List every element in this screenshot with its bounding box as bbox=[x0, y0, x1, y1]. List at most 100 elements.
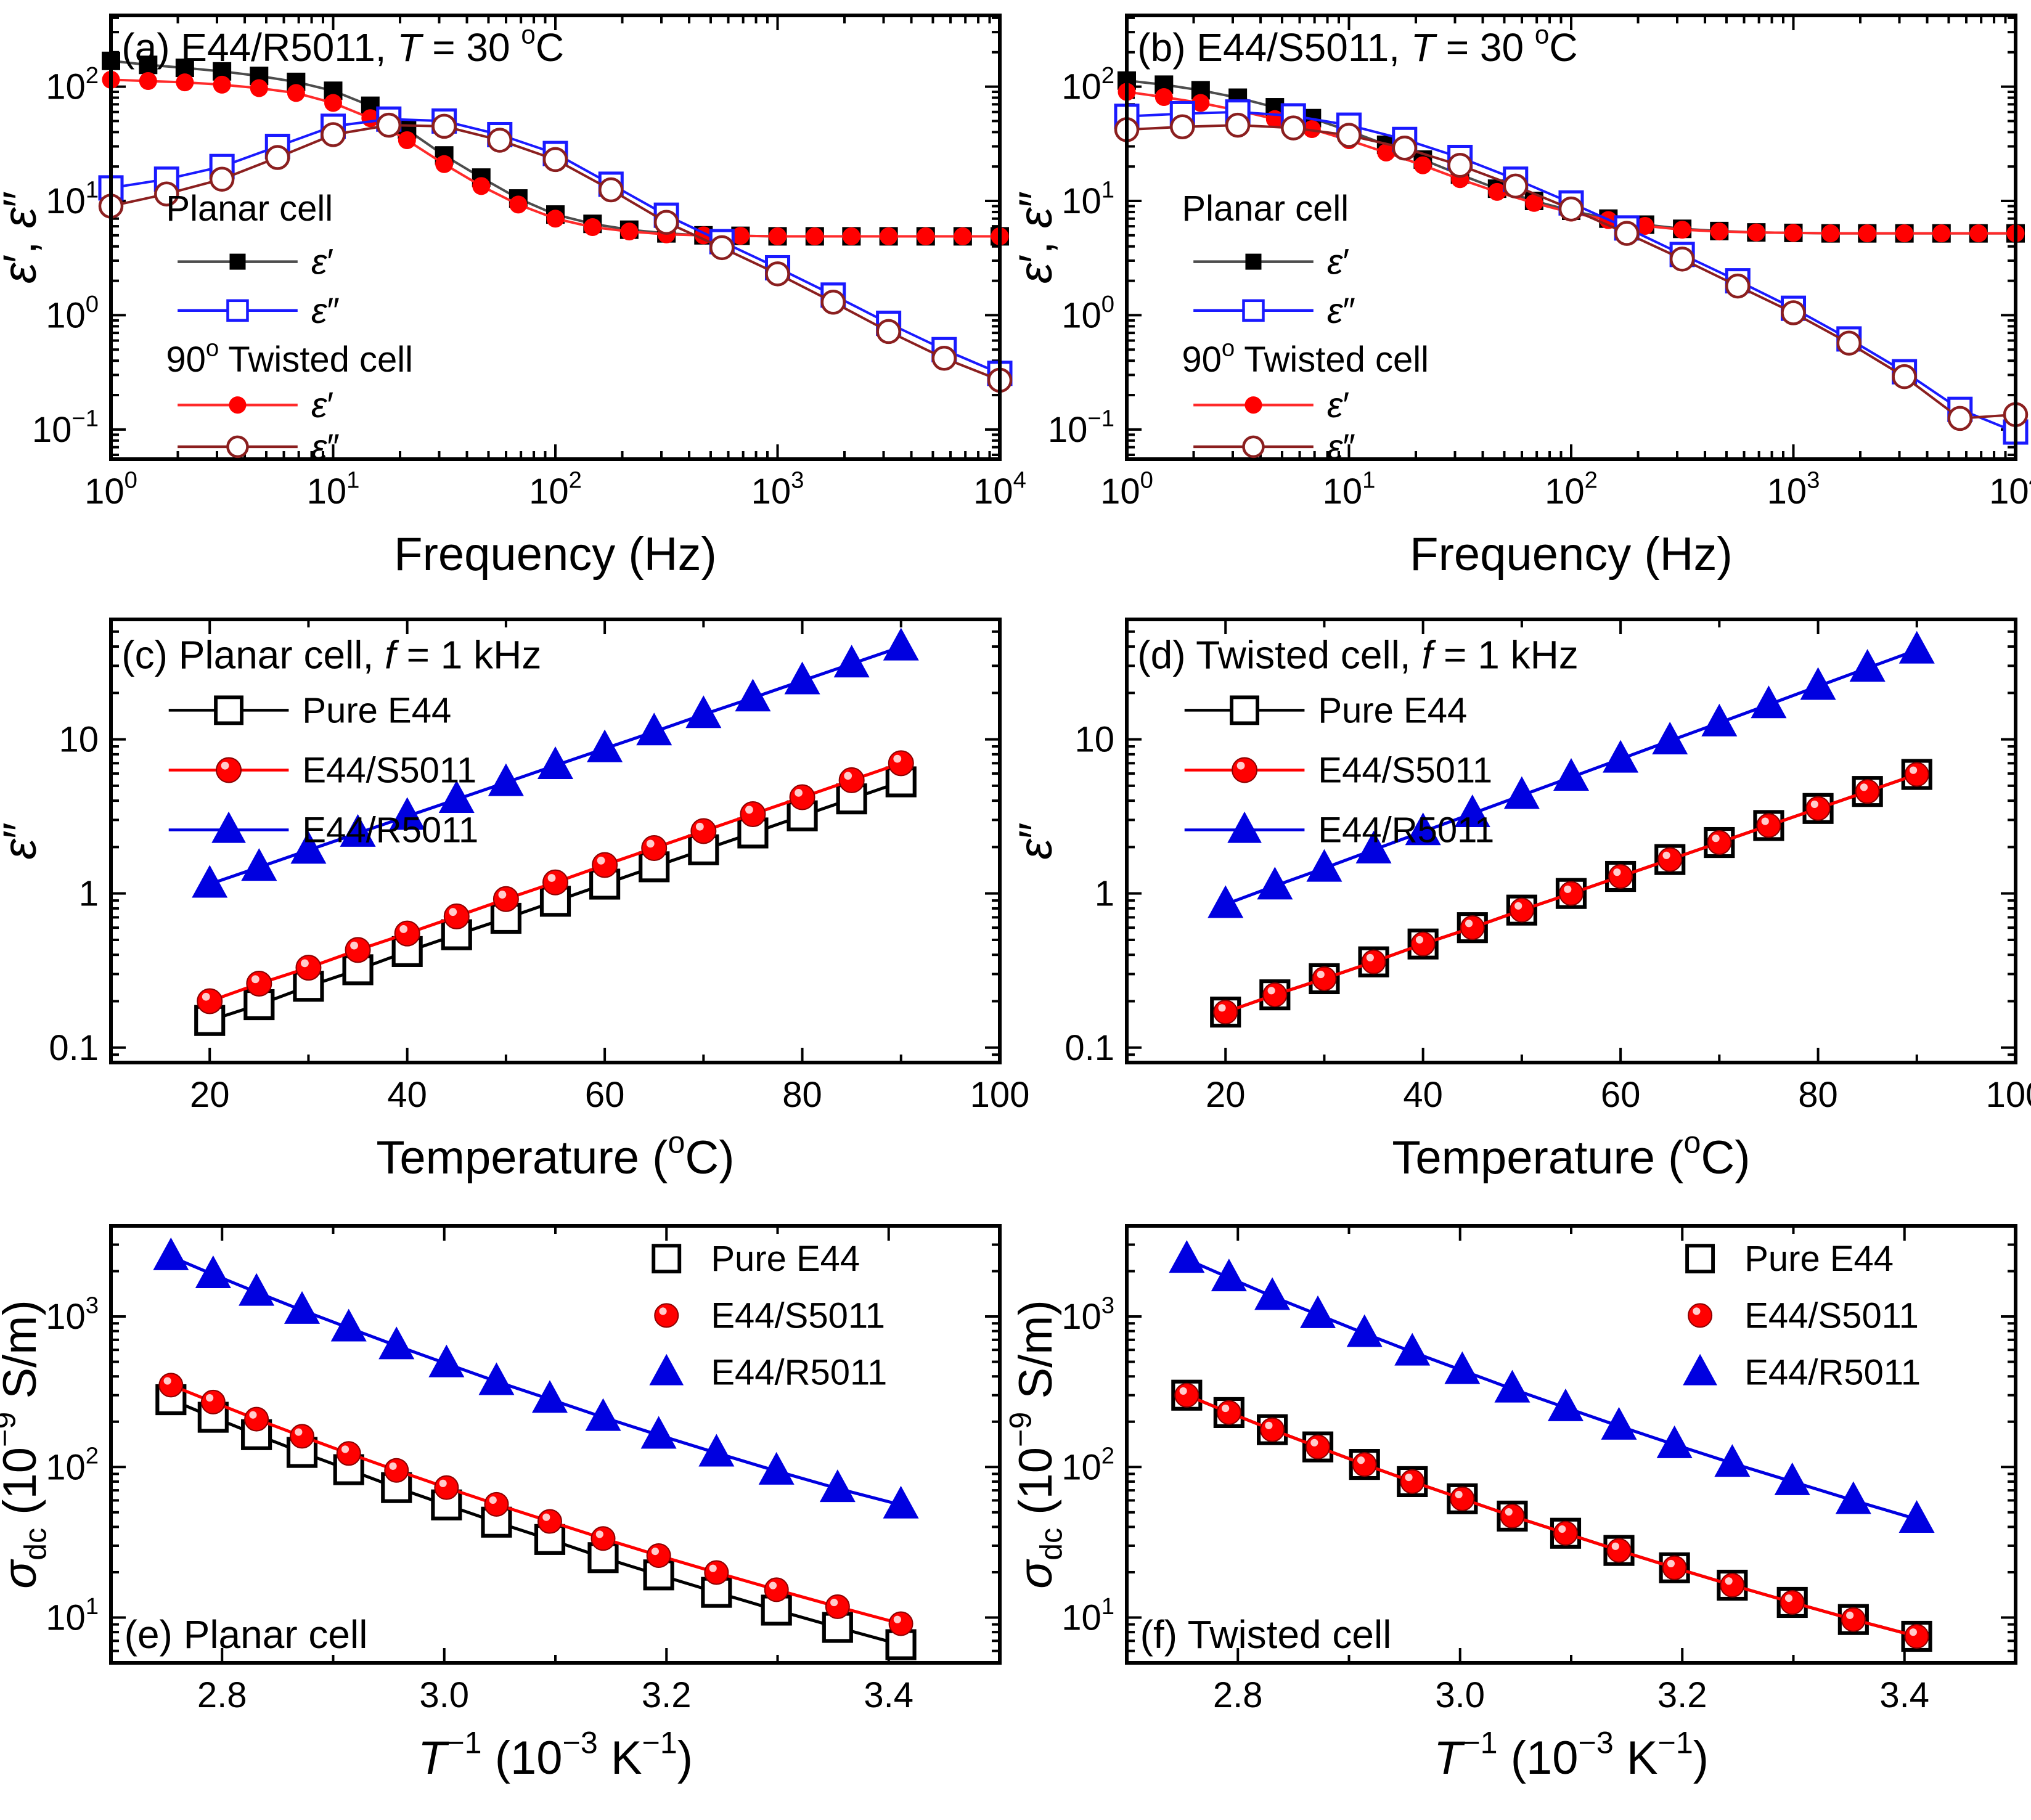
legend-label: ε″ bbox=[311, 427, 340, 467]
x-tick-label: 60 bbox=[585, 1075, 625, 1115]
x-tick-label: 100 bbox=[1100, 467, 1153, 512]
legend-item: ε′ bbox=[1193, 385, 1349, 425]
y-tick-label: 100 bbox=[1061, 291, 1114, 336]
legend-label: Pure E44 bbox=[1744, 1239, 1894, 1279]
y-tick-label: 0.1 bbox=[1065, 1028, 1114, 1068]
series-e44-s5011 bbox=[1213, 762, 1929, 1025]
y-tick-label: 10−1 bbox=[32, 405, 99, 450]
y-tick-label: 10−1 bbox=[1048, 405, 1114, 450]
legend-label: ε′ bbox=[1327, 242, 1349, 282]
y-tick-label: 0.1 bbox=[49, 1028, 99, 1068]
panel-title: (c) Planar cell, f = 1 kHz bbox=[121, 633, 541, 677]
x-tick-label: 3.2 bbox=[642, 1675, 692, 1715]
legend-item: E44/R5011 bbox=[1184, 810, 1494, 851]
x-tick-label: 3.0 bbox=[419, 1675, 469, 1715]
x-axis-title: Frequency (Hz) bbox=[394, 528, 717, 581]
legend-header: Planar cell bbox=[166, 189, 333, 229]
legend-item: E44/S5011 bbox=[654, 1296, 885, 1336]
legend-label: E44/S5011 bbox=[711, 1296, 885, 1336]
x-tick-label: 40 bbox=[387, 1075, 427, 1115]
legend-label: ε″ bbox=[1327, 291, 1355, 331]
series-twisted-eps-prime bbox=[102, 70, 1009, 245]
legend-header: 90o Twisted cell bbox=[166, 335, 413, 380]
series-planar-eps-double-prime bbox=[1114, 99, 2029, 445]
series-e44-r5011 bbox=[153, 1237, 919, 1519]
x-tick-label: 3.4 bbox=[864, 1675, 913, 1715]
legend-item: ε″ bbox=[178, 427, 340, 467]
legend-label: Pure E44 bbox=[711, 1239, 860, 1279]
y-tick-label: 100 bbox=[46, 291, 99, 336]
y-axis-title: ε′, ε″ bbox=[0, 191, 46, 284]
legend-label: E44/R5011 bbox=[1318, 810, 1494, 851]
x-tick-label: 100 bbox=[84, 467, 137, 512]
series-e44-r5011 bbox=[1208, 630, 1935, 918]
legend-item: Pure E44 bbox=[1184, 690, 1467, 730]
panel-c-temperature-chart: 20 40 60 80 100 0.1 1 10 Temperature (oC) ε″ (c) P… bbox=[0, 618, 1029, 1184]
series-e44-r5011 bbox=[192, 627, 919, 898]
y-axis-title: ε″ bbox=[1010, 822, 1062, 859]
x-tick-label: 101 bbox=[1323, 467, 1376, 512]
series-e44-s5011 bbox=[197, 750, 914, 1014]
x-tick-label: 103 bbox=[1767, 467, 1820, 512]
x-tick-label: 104 bbox=[973, 467, 1026, 512]
y-axis-title: σdc (10−9 S/m) bbox=[0, 1300, 53, 1589]
legend-item: E44/R5011 bbox=[1683, 1353, 1921, 1393]
legend-label: E44/R5011 bbox=[1744, 1353, 1921, 1393]
y-tick-label: 101 bbox=[46, 1593, 99, 1638]
panel-title: (b) E44/S5011, T = 30 oC bbox=[1137, 20, 1577, 70]
series-e44-r5011 bbox=[1169, 1240, 1935, 1533]
legend-label: E44/R5011 bbox=[302, 810, 478, 851]
panel-b-frequency-sweep-chart: 100 101 102 103 104 10−1 100 101 102 Frequency (H… bbox=[1010, 14, 2031, 581]
panel-e-conductivity-arrhenius-chart: 2.8 3.0 3.2 3.4 101 102 103 T−1 (10−3 K−1) σdc (… bbox=[0, 1224, 1002, 1784]
x-tick-label: 3.0 bbox=[1435, 1675, 1485, 1715]
y-tick-label: 1 bbox=[79, 874, 99, 914]
y-tick-label: 103 bbox=[1061, 1292, 1114, 1337]
x-tick-label: 100 bbox=[1986, 1075, 2031, 1115]
panel-f-conductivity-arrhenius-chart: 2.8 3.0 3.2 3.4 101 102 103 T−1 (10−3 K−1) σdc (… bbox=[1003, 1224, 2017, 1784]
legend-item: ε″ bbox=[1193, 291, 1355, 331]
x-tick-label: 2.8 bbox=[1213, 1675, 1263, 1715]
y-tick-label: 101 bbox=[46, 176, 99, 221]
legend-item: ε″ bbox=[1193, 427, 1355, 467]
legend-header: 90o Twisted cell bbox=[1182, 335, 1429, 380]
x-tick-label: 102 bbox=[529, 467, 582, 512]
legend-label: ε′ bbox=[1327, 385, 1349, 425]
y-tick-label: 1 bbox=[1095, 874, 1114, 914]
legend-header: Planar cell bbox=[1182, 189, 1349, 229]
legend-item: E44/R5011 bbox=[649, 1353, 887, 1393]
x-tick-label: 80 bbox=[1798, 1075, 1838, 1115]
x-tick-label: 2.8 bbox=[197, 1675, 247, 1715]
x-tick-label: 20 bbox=[1206, 1075, 1246, 1115]
y-tick-label: 103 bbox=[46, 1292, 99, 1337]
x-tick-label: 104 bbox=[1989, 467, 2031, 512]
legend-label: ε′ bbox=[311, 385, 333, 425]
y-axis-title: ε″ bbox=[0, 822, 46, 859]
x-axis-title: T−1 (10−3 K−1) bbox=[1434, 1726, 1709, 1784]
series-pure-e44 bbox=[194, 766, 917, 1036]
legend-label: ε′ bbox=[311, 242, 333, 282]
panel-a-frequency-sweep-chart: 100 101 102 103 104 10−1 100 101 102 Frequency (H… bbox=[0, 14, 1026, 581]
y-tick-label: 101 bbox=[1061, 176, 1114, 221]
panel-d-temperature-chart: 20 40 60 80 100 0.1 1 10 Temperature (oC) ε″ (d) T… bbox=[1010, 618, 2031, 1184]
legend-item: ε″ bbox=[178, 291, 340, 331]
y-tick-label: 102 bbox=[1061, 62, 1114, 107]
legend-label: Pure E44 bbox=[302, 690, 451, 730]
x-tick-label: 100 bbox=[970, 1075, 1030, 1115]
legend-item: E44/R5011 bbox=[168, 810, 478, 851]
x-axis-title: Temperature (oC) bbox=[376, 1125, 734, 1184]
y-tick-label: 10 bbox=[1074, 720, 1114, 760]
panel-title: (a) E44/R5011, T = 30 oC bbox=[121, 20, 564, 70]
y-tick-label: 101 bbox=[1061, 1593, 1114, 1638]
legend-item: ε′ bbox=[178, 385, 333, 425]
y-tick-label: 102 bbox=[46, 62, 99, 107]
legend-item: Pure E44 bbox=[168, 690, 451, 730]
series-twisted-eps-double-prime bbox=[1114, 112, 2029, 431]
y-tick-label: 102 bbox=[1061, 1443, 1114, 1488]
x-tick-label: 3.4 bbox=[1879, 1675, 1929, 1715]
legend-item: ε′ bbox=[178, 242, 333, 282]
x-tick-label: 80 bbox=[782, 1075, 822, 1115]
y-tick-label: 102 bbox=[46, 1443, 99, 1488]
legend-item: E44/S5011 bbox=[1184, 750, 1492, 790]
legend-label: E44/S5011 bbox=[302, 750, 476, 790]
